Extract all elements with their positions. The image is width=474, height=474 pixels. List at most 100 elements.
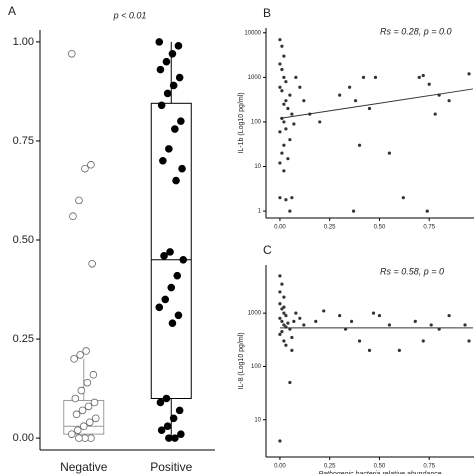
point: [157, 101, 166, 110]
point: [81, 164, 89, 173]
point: [169, 414, 178, 423]
point: [166, 248, 174, 256]
point: [71, 394, 80, 403]
y-tick-label: 10000: [244, 30, 261, 36]
point: [280, 330, 284, 334]
y-tick-label: 1: [258, 209, 262, 215]
y-tick-label: 100: [251, 120, 262, 126]
point: [168, 49, 177, 58]
point: [417, 75, 421, 79]
point: [278, 161, 282, 165]
x-tick-label: 0.00: [274, 225, 286, 231]
point: [387, 151, 392, 155]
point: [427, 82, 431, 86]
point: [177, 430, 185, 438]
point: [314, 319, 318, 323]
point: [292, 122, 296, 126]
point: [286, 321, 290, 325]
point: [302, 99, 306, 103]
point: [467, 72, 471, 76]
point: [280, 67, 284, 72]
point: [165, 434, 173, 442]
point: [284, 80, 288, 84]
point: [163, 422, 172, 431]
y-tick-label: 0.75: [13, 135, 34, 147]
point: [162, 394, 171, 403]
panel-label: C: [263, 243, 272, 257]
annotation: Rs = 0.58, p = 0: [380, 266, 444, 276]
point: [387, 323, 392, 327]
point: [397, 348, 401, 352]
point: [322, 309, 326, 313]
point: [73, 426, 82, 434]
point: [367, 348, 372, 352]
point: [280, 44, 284, 48]
point: [318, 120, 322, 124]
point: [361, 75, 366, 79]
point: [344, 327, 348, 331]
point: [282, 120, 286, 124]
point: [67, 49, 76, 58]
point: [179, 256, 188, 264]
point: [175, 406, 184, 415]
point: [278, 439, 282, 443]
point: [69, 212, 77, 221]
point: [290, 196, 294, 200]
y-axis-label: IL-8 (Log10 pg/ml): [238, 332, 245, 389]
point: [156, 65, 165, 74]
point: [290, 348, 294, 352]
point: [157, 426, 166, 434]
x-tick-label: 0.75: [423, 225, 435, 231]
point: [85, 418, 94, 427]
point: [173, 271, 182, 280]
point: [75, 196, 83, 205]
point: [168, 319, 177, 328]
point: [78, 406, 87, 415]
point: [280, 282, 284, 286]
panel-label: B: [263, 6, 271, 20]
point: [282, 295, 286, 299]
point: [447, 99, 451, 103]
point: [67, 430, 76, 438]
box: [63, 399, 105, 435]
point: [288, 93, 292, 97]
y-tick-label: 1000: [248, 75, 262, 81]
x-axis-label: Pathogenic bacteria relative abundance: [319, 471, 442, 474]
point: [282, 311, 286, 315]
point: [178, 164, 186, 173]
x-tick-label: 0.50: [374, 225, 386, 231]
point: [429, 323, 433, 327]
point: [82, 347, 90, 355]
point: [421, 339, 425, 343]
point: [338, 313, 342, 318]
point: [278, 85, 282, 89]
point: [284, 198, 288, 202]
y-tick-label: 0.25: [13, 333, 34, 345]
point: [401, 196, 405, 200]
point: [175, 73, 184, 82]
y-tick-label: 0.00: [13, 432, 34, 444]
point: [377, 313, 382, 318]
point: [425, 209, 429, 213]
point: [155, 38, 164, 46]
point: [280, 319, 284, 323]
x-tick-label: Positive: [150, 460, 192, 474]
point: [284, 99, 288, 103]
x-tick-label: 0.50: [374, 464, 386, 470]
point: [177, 117, 185, 125]
point: [282, 143, 286, 147]
point: [286, 106, 290, 111]
point: [288, 380, 292, 385]
x-tick-label: Negative: [60, 460, 108, 474]
point: [89, 370, 98, 379]
point: [70, 355, 78, 363]
point: [76, 351, 84, 359]
point: [288, 209, 292, 213]
point: [278, 316, 282, 320]
point: [282, 305, 286, 309]
point: [357, 339, 362, 343]
point: [278, 302, 282, 306]
point: [282, 102, 286, 106]
point: [288, 327, 292, 331]
